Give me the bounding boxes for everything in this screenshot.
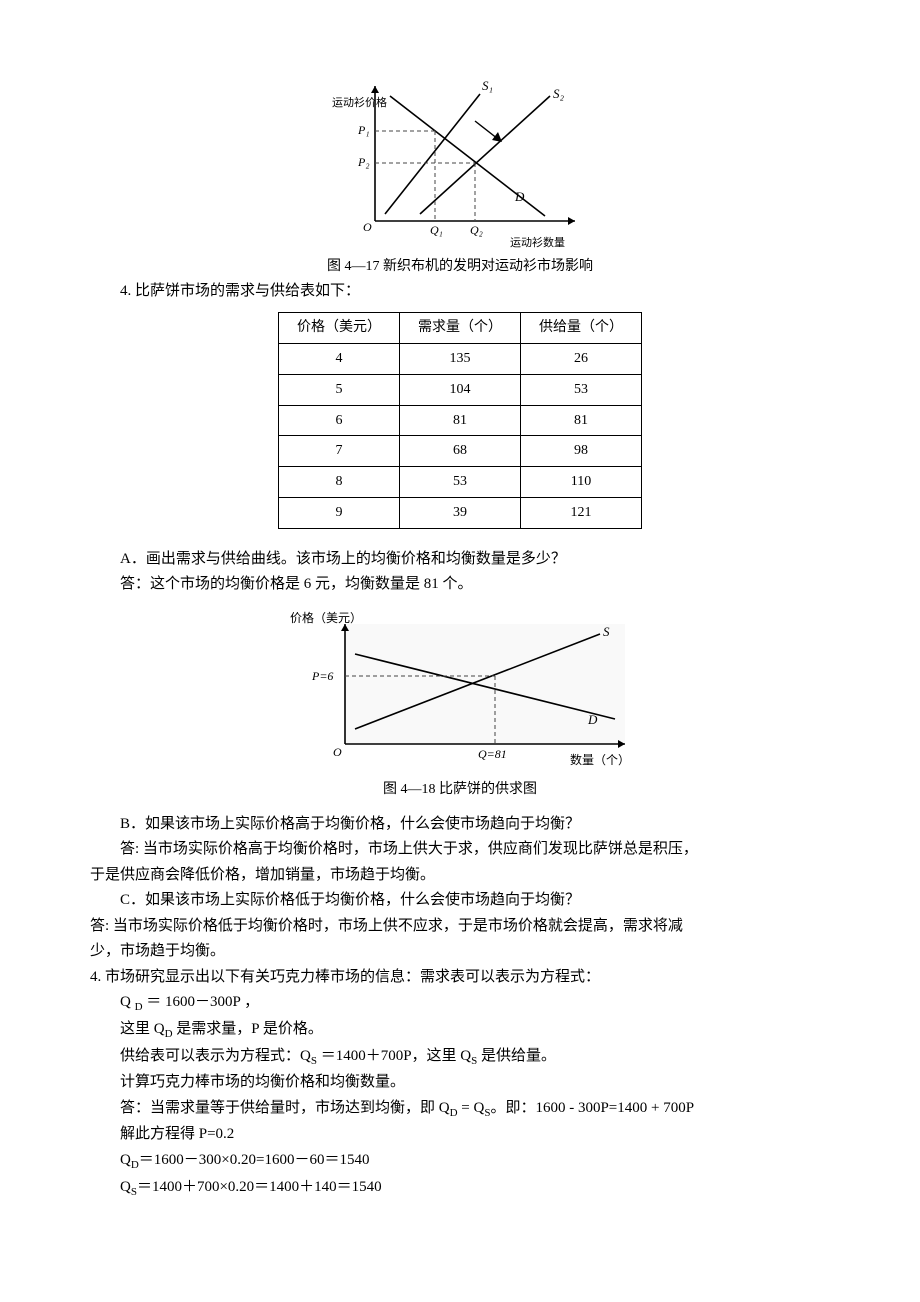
svg-text:Q=81: Q=81 xyxy=(478,747,507,761)
answer-a: 答：这个市场的均衡价格是 6 元，均衡数量是 81 个。 xyxy=(90,572,830,598)
ans-line3: QD＝1600－300×0.20=1600－60＝1540 xyxy=(90,1148,830,1175)
svg-text:O: O xyxy=(333,745,342,759)
svg-text:P=6: P=6 xyxy=(311,669,333,683)
table-row: 853110 xyxy=(279,467,642,498)
figure-4-17: S₁ S₂ D P₁ P₂ Q₁ Q₂ O 运动衫价格 运动衫数量 图 4—17… xyxy=(90,66,830,279)
col-price: 价格（美元） xyxy=(279,313,400,344)
question-b: B．如果该市场上实际价格高于均衡价格，什么会使市场趋向于均衡？ xyxy=(90,812,830,838)
task: 计算巧克力棒市场的均衡价格和均衡数量。 xyxy=(90,1070,830,1096)
question-a: A．画出需求与供给曲线。该市场上的均衡价格和均衡数量是多少？ xyxy=(90,547,830,573)
eq2: 供给表可以表示为方程式：QS ＝1400＋700P，这里 QS 是供给量。 xyxy=(90,1044,830,1071)
ans-line2: 解此方程得 P=0.2 xyxy=(90,1122,830,1148)
q4b-intro: 4. 市场研究显示出以下有关巧克力棒市场的信息：需求表可以表示为方程式： xyxy=(90,965,830,991)
fig2-ylabel: 价格（美元） xyxy=(290,610,362,625)
eq1: Q D ＝ 1600－300P ， xyxy=(90,990,830,1017)
svg-text:D: D xyxy=(587,712,598,727)
table-row: 413526 xyxy=(279,344,642,375)
fig1-ylabel: 运动衫价格 xyxy=(332,95,387,109)
table-row: 76898 xyxy=(279,436,642,467)
svg-text:S: S xyxy=(603,624,610,639)
svg-text:P₂: P₂ xyxy=(357,155,370,169)
table-header-row: 价格（美元） 需求量（个） 供给量（个） xyxy=(279,313,642,344)
table-row: 510453 xyxy=(279,374,642,405)
answer-b-line2: 于是供应商会降低价格，增加销量，市场趋于均衡。 xyxy=(90,863,830,889)
figure-4-18: S D P=6 Q=81 O 价格（美元） 数量（个） 图 4—18 比萨饼的供… xyxy=(90,604,830,802)
ans-line4: QS＝1400＋700×0.20＝1400＋140＝1540 xyxy=(90,1175,830,1202)
fig1-xlabel: 运动衫数量 xyxy=(510,236,565,249)
svg-text:Q₂: Q₂ xyxy=(470,223,483,237)
pizza-table: 价格（美元） 需求量（个） 供给量（个） 413526 510453 68181… xyxy=(278,312,642,529)
fig2-xlabel: 数量（个） xyxy=(570,752,630,767)
answer-c-line1: 答: 当市场实际价格低于均衡价格时，市场上供不应求，于是市场价格就会提高，需求将… xyxy=(90,914,830,940)
col-demand: 需求量（个） xyxy=(400,313,521,344)
q4-intro: 4. 比萨饼市场的需求与供给表如下： xyxy=(90,279,830,305)
svg-text:P₁: P₁ xyxy=(357,123,370,137)
table-row: 68181 xyxy=(279,405,642,436)
answer-b-line1: 答: 当市场实际价格高于均衡价格时，市场上供大于求，供应商们发现比萨饼总是积压， xyxy=(90,837,830,863)
svg-text:D: D xyxy=(514,189,525,204)
fig1-caption: 图 4—17 新织布机的发明对运动衫市场影响 xyxy=(90,255,830,279)
table-row: 939121 xyxy=(279,498,642,529)
fig1-svg: S₁ S₂ D P₁ P₂ Q₁ Q₂ O 运动衫价格 运动衫数量 xyxy=(330,66,590,251)
svg-text:S₂: S₂ xyxy=(553,86,565,101)
ans-line1: 答：当需求量等于供给量时，市场达到均衡，即 QD = QS。即：1600 - 3… xyxy=(90,1096,830,1123)
svg-text:O: O xyxy=(363,220,372,234)
svg-text:Q₁: Q₁ xyxy=(430,223,443,237)
fig2-caption: 图 4—18 比萨饼的供求图 xyxy=(90,778,830,802)
fig2-svg: S D P=6 Q=81 O 价格（美元） 数量（个） xyxy=(270,604,650,774)
svg-text:S₁: S₁ xyxy=(482,78,493,93)
eq1-note: 这里 QD 是需求量，P 是价格。 xyxy=(90,1017,830,1044)
answer-c-line2: 少，市场趋于均衡。 xyxy=(90,939,830,965)
question-c: C．如果该市场上实际价格低于均衡价格，什么会使市场趋向于均衡？ xyxy=(90,888,830,914)
col-supply: 供给量（个） xyxy=(521,313,642,344)
